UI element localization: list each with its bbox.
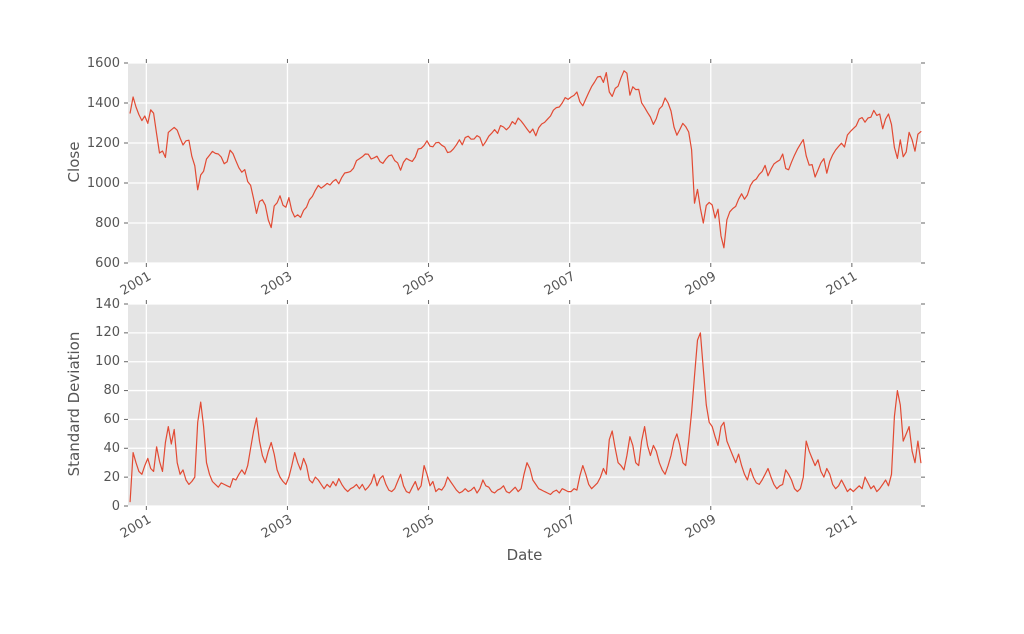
plot-background xyxy=(128,63,921,263)
close-plot-area xyxy=(124,59,925,267)
y-tick-label: 100 xyxy=(95,354,120,370)
y-tick-label: 1400 xyxy=(86,95,120,111)
date-x-axis-label: Date xyxy=(506,546,543,564)
series-line-close xyxy=(129,70,922,249)
y-tick-label: 140 xyxy=(95,296,120,312)
y-tick-label: 1200 xyxy=(86,135,120,151)
y-tick-label: 1000 xyxy=(86,175,120,191)
y-tick-label: 800 xyxy=(95,215,120,231)
x-tick-label: 2005 xyxy=(400,512,437,542)
y-tick-label: 80 xyxy=(103,383,120,399)
stddev-chart: Standard Deviation Date 0 20 40 60 80 100 120 1… xyxy=(65,298,925,564)
close-chart: Close 600 800 1000 1200 1400 1600 2001 2003 2005… xyxy=(65,57,925,299)
x-tick-label: 2007 xyxy=(541,512,578,542)
y-tick-label: 1600 xyxy=(86,55,120,71)
x-tick-label: 2009 xyxy=(682,512,719,542)
y-tick-label: 20 xyxy=(103,469,120,485)
y-tick-label: 40 xyxy=(103,440,120,456)
plot-background xyxy=(128,304,921,506)
series-line-standard-deviation xyxy=(129,332,922,503)
x-tick-label: 2011 xyxy=(823,512,860,542)
y-tick-label: 0 xyxy=(111,498,120,514)
x-tick-label: 2003 xyxy=(259,512,296,542)
stddev-plot-area xyxy=(124,300,925,510)
y-tick-label: 60 xyxy=(103,411,120,427)
y-tick-label: 120 xyxy=(95,325,120,341)
y-tick-label: 600 xyxy=(95,255,120,271)
